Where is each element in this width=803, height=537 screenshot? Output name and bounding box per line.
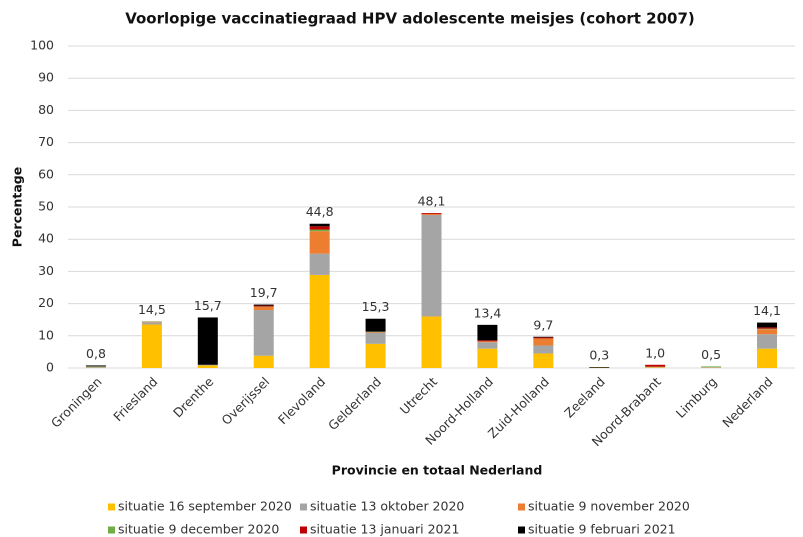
bar-segment — [365, 318, 386, 332]
chart-title: Voorlopige vaccinatiegraad HPV adolescen… — [125, 10, 695, 28]
total-label: 19,7 — [250, 285, 278, 300]
bar-segment — [477, 348, 498, 368]
x-tick-label: Flevoland — [275, 374, 328, 427]
bar-segment — [197, 364, 218, 366]
legend-label: situatie 13 januari 2021 — [310, 522, 459, 537]
bar-segment — [309, 253, 330, 275]
bar-segment — [477, 340, 498, 342]
legend-label: situatie 16 september 2020 — [118, 499, 292, 514]
total-label: 15,3 — [362, 299, 390, 314]
legend-swatch — [108, 503, 115, 511]
bar-segment — [533, 337, 554, 339]
y-tick-label: 70 — [38, 134, 54, 149]
bar-segment — [421, 214, 442, 216]
bar-segment — [309, 231, 330, 254]
x-tick-label: Overijssel — [218, 374, 272, 428]
bar-segment — [757, 322, 778, 328]
bar-segment — [309, 226, 330, 230]
y-tick-label: 60 — [38, 166, 54, 181]
bar-segment — [253, 305, 274, 307]
bar-segment — [141, 324, 162, 368]
bar-segment — [421, 316, 442, 368]
x-tick-label: Utrecht — [397, 374, 440, 417]
x-tick-label: Drenthe — [170, 374, 217, 421]
bar-segment — [477, 341, 498, 343]
bar-segment — [645, 366, 666, 368]
total-label: 9,7 — [533, 317, 553, 332]
bar-segment — [533, 345, 554, 354]
legend-swatch — [108, 526, 115, 534]
bar-segment — [701, 367, 722, 368]
total-label: 15,7 — [194, 298, 222, 313]
total-label: 0,3 — [589, 348, 609, 363]
legend-label: situatie 9 december 2020 — [118, 522, 279, 537]
bar-segment — [757, 334, 778, 349]
bar-segment — [197, 365, 218, 368]
bar-segment — [421, 215, 442, 317]
bar-segment — [85, 366, 106, 368]
x-tick-label: Gelderland — [325, 374, 384, 433]
y-tick-label: 30 — [38, 263, 54, 278]
bar-segment — [757, 329, 778, 335]
bar-segment — [253, 355, 274, 368]
y-tick-label: 0 — [46, 360, 54, 375]
x-tick-label: Friesland — [110, 374, 160, 424]
bar-segment — [477, 324, 498, 341]
bar-segment — [253, 304, 274, 306]
total-label: 48,1 — [418, 194, 446, 209]
bar-segment — [701, 366, 722, 368]
total-label: 0,5 — [701, 347, 721, 362]
y-tick-label: 40 — [38, 231, 54, 246]
x-tick-label: Limburg — [673, 374, 720, 421]
total-label: 14,5 — [138, 302, 166, 317]
legend-swatch — [518, 526, 525, 534]
legend-label: situatie 9 november 2020 — [528, 499, 690, 514]
bar-segment — [141, 322, 162, 325]
x-tick-label: Zeeland — [561, 374, 608, 421]
legend-swatch — [300, 526, 307, 534]
legend-label: situatie 13 oktober 2020 — [310, 499, 464, 514]
bar-segment — [365, 331, 386, 333]
x-tick-label: Nederland — [719, 374, 775, 430]
bar-segment — [757, 328, 778, 330]
bar-segment — [365, 332, 386, 344]
bar-segment — [197, 317, 218, 365]
bar-segment — [309, 274, 330, 368]
total-label: 1,0 — [645, 345, 665, 360]
bar-segment — [253, 306, 274, 311]
bar-segment — [533, 336, 554, 338]
total-label: 44,8 — [306, 204, 334, 219]
bar-segment — [645, 364, 666, 367]
y-tick-label: 100 — [30, 38, 54, 53]
total-label: 13,4 — [474, 305, 502, 320]
y-tick-label: 50 — [38, 199, 54, 214]
legend-swatch — [300, 503, 307, 511]
y-axis-title: Percentage — [10, 167, 25, 247]
bar-segment — [477, 342, 498, 349]
bar-segment — [421, 213, 442, 215]
bar-segment — [589, 367, 610, 368]
x-tick-label: Groningen — [48, 374, 105, 431]
x-axis-title: Provincie en totaal Nederland — [332, 463, 543, 478]
bar-segment — [645, 367, 666, 368]
legend-label: situatie 9 februari 2021 — [528, 522, 676, 537]
y-tick-label: 80 — [38, 102, 54, 117]
y-tick-label: 20 — [38, 295, 54, 310]
bar-segment — [757, 348, 778, 368]
y-tick-label: 90 — [38, 70, 54, 85]
bar-segment — [533, 338, 554, 346]
bar-segment — [533, 353, 554, 368]
bar-segment — [757, 327, 778, 329]
bar-segment — [309, 223, 330, 227]
total-label: 0,8 — [86, 346, 106, 361]
bar-segment — [309, 229, 330, 232]
bar-segment — [365, 343, 386, 368]
total-label: 14,1 — [753, 303, 781, 318]
y-tick-label: 10 — [38, 327, 54, 342]
bar-segment — [85, 365, 106, 367]
bar-segment — [141, 321, 162, 323]
legend-swatch — [518, 503, 525, 511]
bar-segment — [253, 310, 274, 356]
